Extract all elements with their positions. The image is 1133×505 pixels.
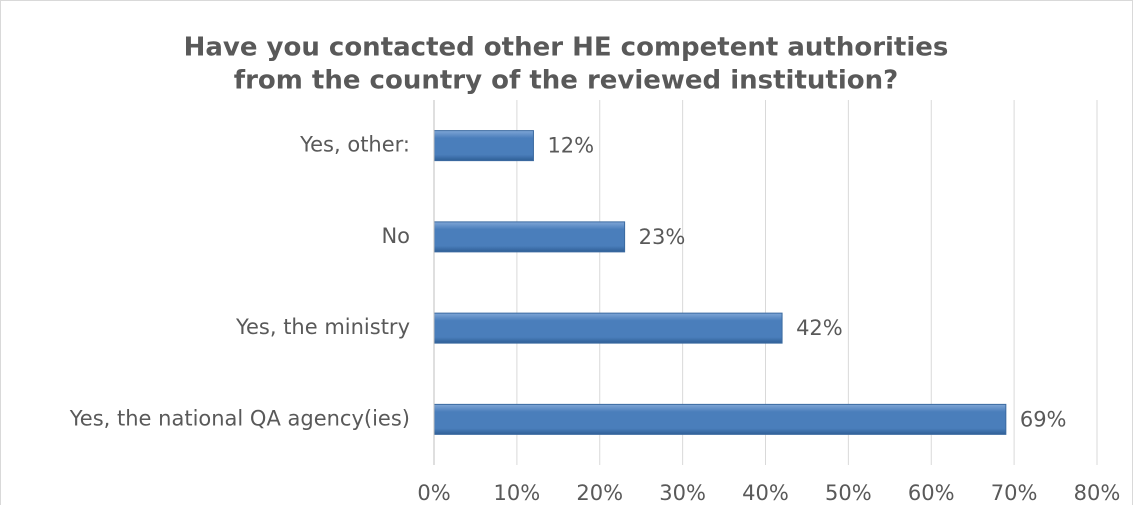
y-tick-label: Yes, other:	[299, 133, 410, 157]
data-label: 23%	[639, 225, 686, 249]
data-label: 12%	[547, 134, 594, 158]
x-tick-label: 60%	[908, 481, 955, 505]
x-tick-label: 70%	[991, 481, 1038, 505]
bar	[433, 130, 534, 162]
x-tick-label: 10%	[494, 481, 541, 505]
x-tick-label: 30%	[659, 481, 706, 505]
x-tick-label: 40%	[742, 481, 789, 505]
x-tick-label: 50%	[825, 481, 872, 505]
y-tick-label: No	[381, 224, 410, 248]
data-label: 42%	[796, 316, 843, 340]
bar	[433, 312, 783, 344]
chart-title: from the country of the reviewed institu…	[234, 66, 898, 96]
y-tick-label: Yes, the national QA agency(ies)	[69, 406, 410, 430]
x-tick-label: 20%	[576, 481, 623, 505]
bar	[433, 221, 626, 253]
data-label: 69%	[1020, 407, 1067, 431]
x-tick-label: 0%	[417, 481, 450, 505]
chart-title: Have you contacted other HE competent au…	[184, 33, 949, 63]
bar	[433, 403, 1007, 435]
x-tick-label: 80%	[1074, 481, 1121, 505]
y-tick-label: Yes, the ministry	[235, 315, 410, 339]
